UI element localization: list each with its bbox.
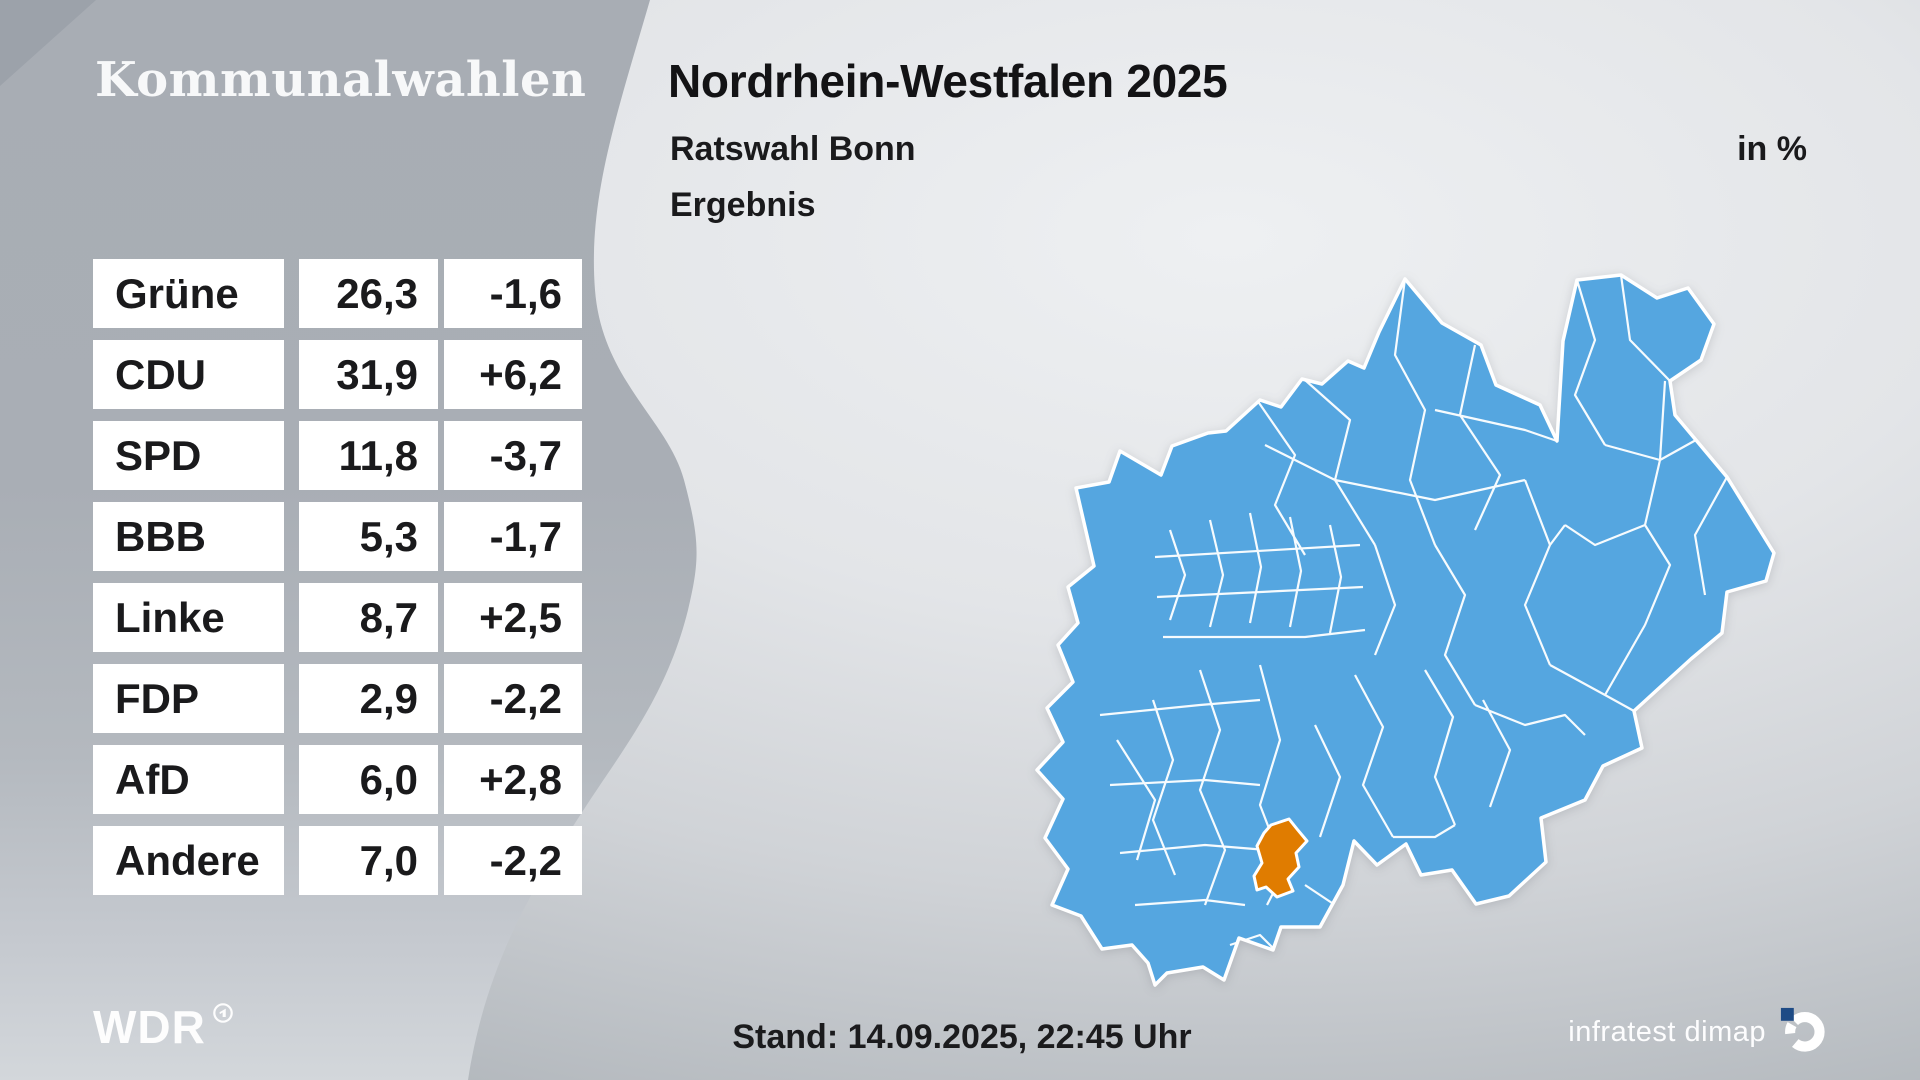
- change-cell: -2,2: [444, 664, 582, 733]
- change-cell: -3,7: [444, 421, 582, 490]
- value-cell: 6,0: [299, 745, 438, 814]
- page-subtitle: Ratswahl Bonn: [670, 130, 916, 168]
- change-cell: +2,8: [444, 745, 582, 814]
- party-cell: SPD: [93, 421, 284, 490]
- party-cell: BBB: [93, 502, 284, 571]
- value-cell: 11,8: [299, 421, 438, 490]
- infratest-dimap-icon: [1780, 1006, 1826, 1059]
- party-cell: AfD: [93, 745, 284, 814]
- district-borders: [1099, 275, 1728, 951]
- change-cell: -1,7: [444, 502, 582, 571]
- change-cell: +6,2: [444, 340, 582, 409]
- wdr-logo: WDR: [93, 1001, 234, 1053]
- corner-accent-band: [0, 0, 96, 86]
- highlighted-district-bonn: [1252, 817, 1309, 899]
- value-cell: 2,9: [299, 664, 438, 733]
- party-cell: FDP: [93, 664, 284, 733]
- value-cell: 8,7: [299, 583, 438, 652]
- unit-label: in %: [1737, 130, 1807, 168]
- infratest-dimap-logo: infratest dimap: [1568, 1006, 1826, 1059]
- change-cell: -2,2: [444, 826, 582, 895]
- value-cell: 31,9: [299, 340, 438, 409]
- program-title: Kommunalwahlen: [95, 52, 587, 108]
- state-shape: [1035, 273, 1776, 987]
- change-cell: +2,5: [444, 583, 582, 652]
- page-title: Nordrhein-Westfalen 2025: [668, 55, 1228, 107]
- party-cell: CDU: [93, 340, 284, 409]
- party-cell: Linke: [93, 583, 284, 652]
- value-cell: 26,3: [299, 259, 438, 328]
- change-cell: -1,6: [444, 259, 582, 328]
- ard-circle-icon: [212, 1002, 234, 1029]
- party-cell: Grüne: [93, 259, 284, 328]
- timestamp-label: Stand: 14.09.2025, 22:45 Uhr: [732, 1018, 1192, 1056]
- source-label: infratest dimap: [1568, 1016, 1766, 1048]
- status-label: Ergebnis: [670, 186, 816, 224]
- wdr-logo-text: WDR: [93, 1001, 206, 1053]
- value-cell: 5,3: [299, 502, 438, 571]
- nrw-map: [1005, 245, 1805, 1005]
- value-cell: 7,0: [299, 826, 438, 895]
- party-cell: Andere: [93, 826, 284, 895]
